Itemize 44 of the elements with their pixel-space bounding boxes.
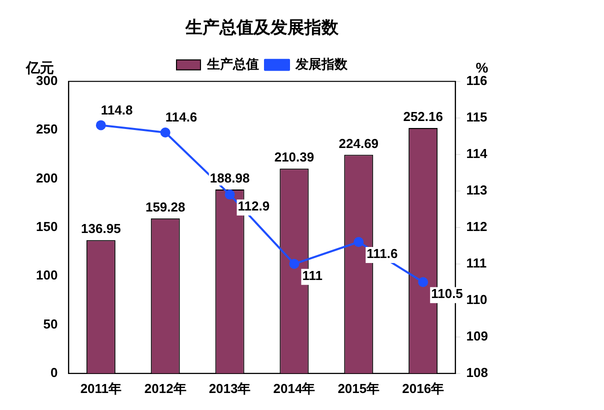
x-tick-label: 2014年 (273, 380, 316, 396)
data-label: 110.5 (431, 286, 463, 302)
data-label: 224.69 (338, 136, 379, 151)
data-label: 188.98 (210, 170, 250, 186)
y2-tick-label: 110 (466, 292, 488, 307)
x-tick-label: 2015年 (338, 380, 380, 396)
data-label: 111 (302, 268, 322, 283)
y-tick-label: 50 (43, 316, 58, 332)
point (96, 120, 106, 130)
data-label: 111.6 (366, 246, 398, 262)
data-label: 252.16 (403, 109, 443, 124)
data-label: 210.39 (274, 150, 314, 165)
x-tick-label: 2013年 (208, 380, 251, 396)
y-tick-label: 0 (50, 364, 58, 380)
data-label: 136.95 (81, 221, 121, 236)
y2-tick-label: 114 (466, 146, 488, 161)
y2-tick-label: 113 (466, 182, 488, 198)
y2-tick-label: 111 (466, 255, 487, 270)
y-axis-title: 亿元 (25, 59, 54, 76)
x-tick-label: 2012年 (144, 380, 186, 396)
y2-axis-title: % (476, 59, 489, 76)
data-label: 114.8 (100, 102, 133, 118)
y-tick-label: 150 (36, 218, 58, 234)
y2-tick-label: 109 (466, 328, 488, 344)
data-label: 159.28 (145, 199, 186, 214)
point (418, 277, 428, 288)
point (354, 237, 364, 247)
x-tick-label: 2016年 (402, 380, 444, 396)
y2-tick-label: 112 (466, 218, 488, 234)
legend-label: 发展指数 (294, 56, 348, 72)
point (289, 258, 300, 269)
y2-tick-label: 108 (466, 364, 488, 380)
y2-tick-label: 116 (466, 72, 488, 88)
y-tick-label: 100 (36, 268, 58, 283)
y-tick-label: 250 (36, 122, 58, 137)
x-tick-label: 2011年 (80, 380, 122, 396)
chart-title: 生产总值及发展指数 (184, 18, 340, 37)
y-tick-label: 200 (36, 170, 58, 186)
legend-label: 生产总值 (206, 56, 259, 72)
point (160, 128, 170, 138)
point (224, 190, 235, 200)
y2-tick-label: 115 (466, 109, 488, 124)
data-label: 114.6 (165, 110, 198, 125)
data-label: 112.9 (238, 198, 270, 214)
